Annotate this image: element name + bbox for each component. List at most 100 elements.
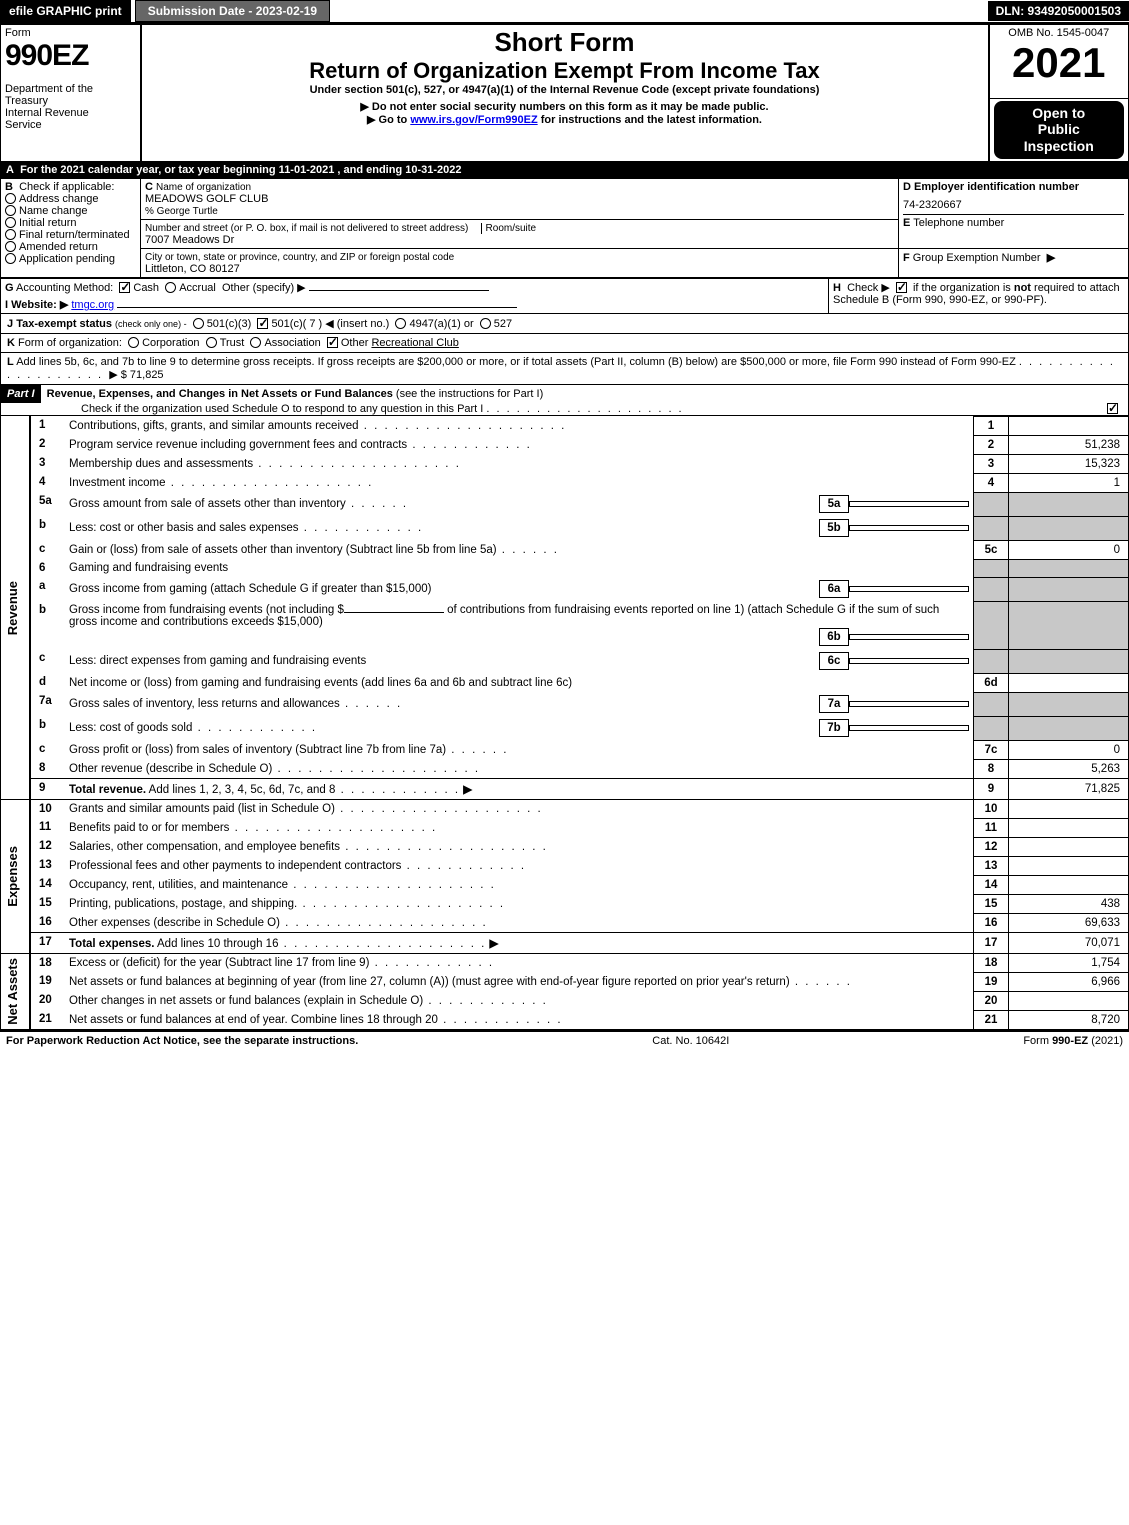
line-7a-num: 7a bbox=[30, 692, 65, 716]
section-b-label: B bbox=[5, 181, 13, 193]
schedule-b-checkbox[interactable] bbox=[896, 282, 907, 293]
section-l-label: L bbox=[7, 356, 14, 368]
line-1-num: 1 bbox=[30, 416, 65, 435]
line-7c-box: 7c bbox=[974, 740, 1009, 759]
website-label: Website: ▶ bbox=[11, 299, 68, 311]
line-10-num: 10 bbox=[30, 799, 65, 818]
line-21-box: 21 bbox=[974, 1010, 1009, 1029]
line-18-box: 18 bbox=[974, 953, 1009, 972]
corp-radio[interactable] bbox=[128, 337, 139, 348]
line-7c-num: c bbox=[30, 740, 65, 759]
line-17-num: 17 bbox=[30, 932, 65, 953]
4947-radio[interactable] bbox=[395, 318, 406, 329]
line-8-text: Other revenue (describe in Schedule O) bbox=[65, 759, 974, 778]
line-2-num: 2 bbox=[30, 435, 65, 454]
name-change-radio[interactable] bbox=[5, 205, 16, 216]
form-number: 990EZ bbox=[5, 39, 136, 73]
irs-link[interactable]: www.irs.gov/Form990EZ bbox=[410, 114, 537, 126]
line-6d-box: 6d bbox=[974, 673, 1009, 692]
section-k: K Form of organization: Corporation Trus… bbox=[0, 334, 1129, 353]
line-15-num: 15 bbox=[30, 894, 65, 913]
line-16-num: 16 bbox=[30, 913, 65, 932]
opt-527: 527 bbox=[494, 318, 512, 330]
gross-receipts-value: 71,825 bbox=[130, 369, 164, 381]
trust-radio[interactable] bbox=[206, 337, 217, 348]
opt-assoc: Association bbox=[264, 337, 320, 349]
opt-other: Other bbox=[341, 337, 369, 349]
line-7a-subval bbox=[849, 701, 969, 707]
opt-501c: 501(c)( 7 ) ◀ (insert no.) bbox=[271, 318, 389, 330]
501c3-radio[interactable] bbox=[193, 318, 204, 329]
line-5c-text: Gain or (loss) from sale of assets other… bbox=[65, 540, 974, 559]
line-13-text: Professional fees and other payments to … bbox=[65, 856, 974, 875]
line-5c-num: c bbox=[30, 540, 65, 559]
line-5a-shade-val bbox=[1009, 492, 1129, 516]
line-7b-shade-val bbox=[1009, 716, 1129, 740]
footer-cat-no: Cat. No. 10642I bbox=[652, 1035, 729, 1047]
final-return-radio[interactable] bbox=[5, 229, 16, 240]
line-15-text: Printing, publications, postage, and shi… bbox=[65, 894, 974, 913]
line-20-text: Other changes in net assets or fund bala… bbox=[65, 991, 974, 1010]
cash-checkbox[interactable] bbox=[119, 282, 130, 293]
line-16-value: 69,633 bbox=[1009, 913, 1129, 932]
section-j-label: J bbox=[7, 318, 13, 330]
omb-number: OMB No. 1545-0047 bbox=[994, 27, 1125, 39]
line-9-num: 9 bbox=[30, 778, 65, 799]
app-pending-radio[interactable] bbox=[5, 253, 16, 264]
line-3-value: 15,323 bbox=[1009, 454, 1129, 473]
line-15-value: 438 bbox=[1009, 894, 1129, 913]
527-radio[interactable] bbox=[480, 318, 491, 329]
line-11-value bbox=[1009, 818, 1129, 837]
initial-return-radio[interactable] bbox=[5, 217, 16, 228]
dept-treasury: Department of theTreasuryInternal Revenu… bbox=[5, 83, 136, 131]
efile-print-button[interactable]: efile GRAPHIC print bbox=[0, 0, 131, 22]
check-only-one: (check only one) - bbox=[115, 319, 187, 329]
line-15-box: 15 bbox=[974, 894, 1009, 913]
line-7a-shade-val bbox=[1009, 692, 1129, 716]
footer-left: For Paperwork Reduction Act Notice, see … bbox=[6, 1035, 358, 1047]
org-name: MEADOWS GOLF CLUB bbox=[145, 193, 268, 205]
line-6-num: 6 bbox=[30, 559, 65, 577]
top-bar: efile GRAPHIC print Submission Date - 20… bbox=[0, 0, 1129, 24]
line-6c-shade-val bbox=[1009, 649, 1129, 673]
line-6-text: Gaming and fundraising events bbox=[65, 559, 974, 577]
accrual-radio[interactable] bbox=[165, 282, 176, 293]
line-1-text: Contributions, gifts, grants, and simila… bbox=[65, 416, 974, 435]
line-1-box: 1 bbox=[974, 416, 1009, 435]
line-5b-shade-val bbox=[1009, 516, 1129, 540]
opt-501c3: 501(c)(3) bbox=[207, 318, 252, 330]
lines-table: Revenue 1 Contributions, gifts, grants, … bbox=[0, 416, 1129, 1030]
revenue-side-label: Revenue bbox=[5, 581, 25, 635]
line-6a-subval bbox=[849, 586, 969, 592]
assoc-radio[interactable] bbox=[250, 337, 261, 348]
schedule-o-checkbox[interactable] bbox=[1107, 403, 1118, 414]
line-7b-num: b bbox=[30, 716, 65, 740]
under-section: Under section 501(c), 527, or 4947(a)(1)… bbox=[146, 84, 984, 96]
website-link[interactable]: tmgc.org bbox=[71, 299, 114, 311]
line-8-value: 5,263 bbox=[1009, 759, 1129, 778]
gross-receipts-text: Add lines 5b, 6c, and 7b to line 9 to de… bbox=[16, 356, 1016, 368]
line-3-text: Membership dues and assessments bbox=[65, 454, 974, 473]
line-6a-text: Gross income from gaming (attach Schedul… bbox=[65, 577, 974, 601]
line-9-value: 71,825 bbox=[1009, 778, 1129, 799]
line-2-text: Program service revenue including govern… bbox=[65, 435, 974, 454]
part-1-title: Revenue, Expenses, and Changes in Net As… bbox=[47, 388, 393, 400]
opt-app-pending: Application pending bbox=[19, 253, 115, 265]
section-a-text: For the 2021 calendar year, or tax year … bbox=[20, 164, 461, 176]
line-12-box: 12 bbox=[974, 837, 1009, 856]
line-5a-subval bbox=[849, 501, 969, 507]
footer-right: Form 990-EZ (2021) bbox=[1023, 1035, 1123, 1047]
line-21-value: 8,720 bbox=[1009, 1010, 1129, 1029]
line-14-box: 14 bbox=[974, 875, 1009, 894]
amended-return-radio[interactable] bbox=[5, 241, 16, 252]
tax-exempt-label: Tax-exempt status bbox=[16, 318, 112, 330]
501c-checkbox[interactable] bbox=[257, 318, 268, 329]
form-org-label: Form of organization: bbox=[18, 337, 122, 349]
other-checkbox[interactable] bbox=[327, 337, 338, 348]
line-5a-subbox: 5a bbox=[819, 495, 849, 513]
line-7a-subbox: 7a bbox=[819, 695, 849, 713]
submission-date-label: Submission Date - 2023-02-19 bbox=[135, 0, 330, 22]
line-7b-text: Less: cost of goods sold 7b bbox=[65, 716, 974, 740]
address-change-radio[interactable] bbox=[5, 193, 16, 204]
line-6c-shade bbox=[974, 649, 1009, 673]
